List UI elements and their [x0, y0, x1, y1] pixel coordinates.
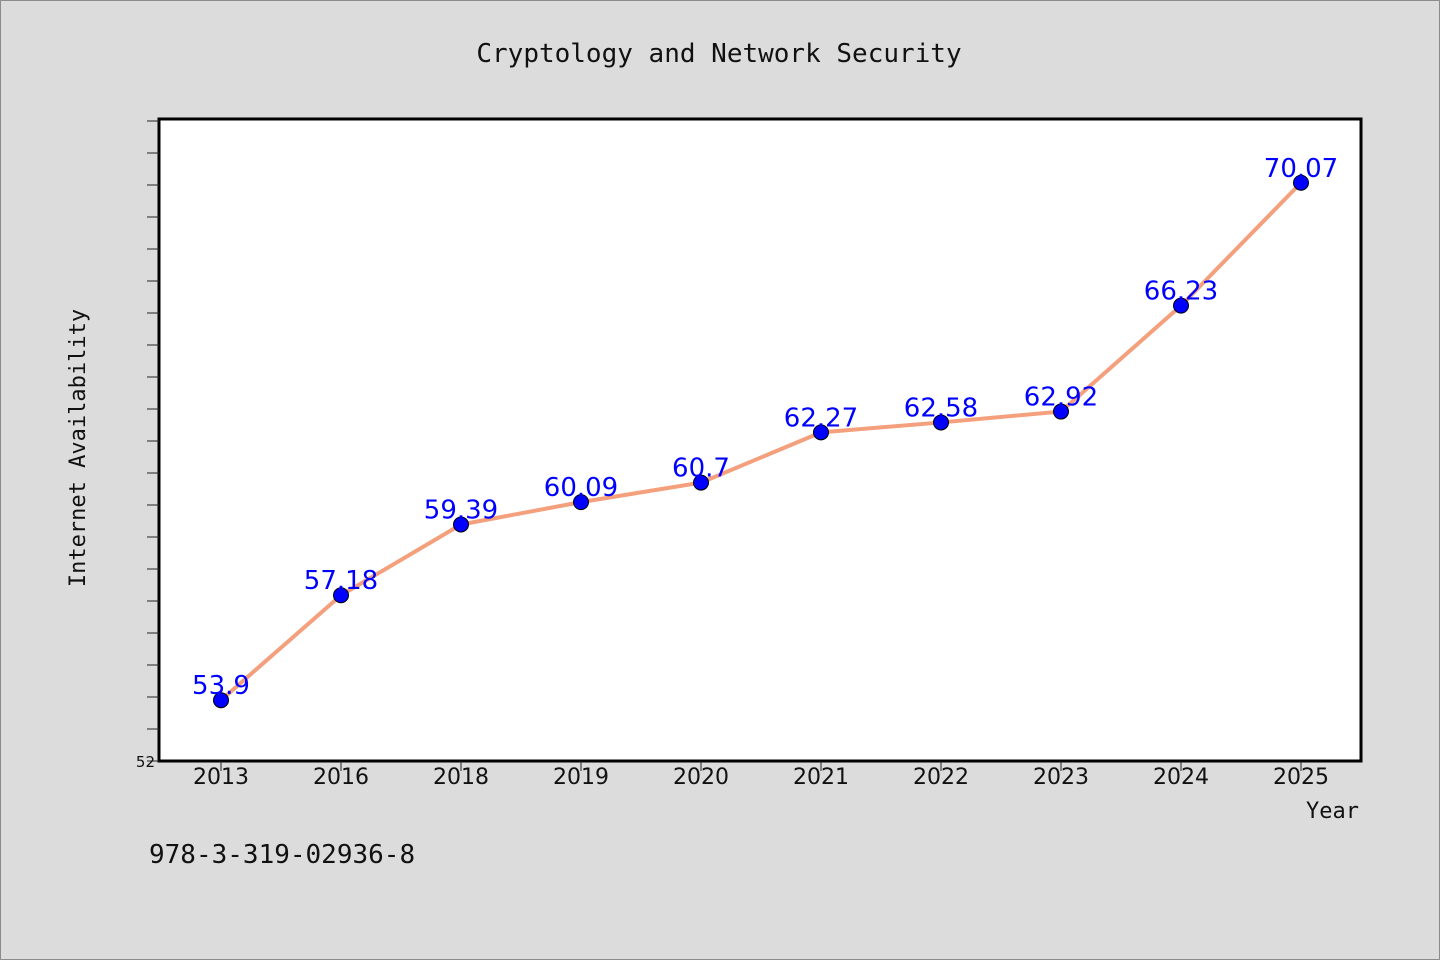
- series-line: [219, 180, 1303, 703]
- data-label: 60.7: [672, 454, 730, 484]
- data-point: [1053, 403, 1069, 420]
- data-point: [453, 516, 469, 533]
- data-label: 62.58: [904, 393, 978, 423]
- data-label: 53.9: [192, 671, 250, 701]
- x-axis-ticks: 2013 2016 2018 2019 2020 2021 2022 2023 2024 2025: [193, 761, 1329, 790]
- data-point: [1173, 297, 1189, 314]
- data-label: 57.18: [304, 566, 378, 596]
- y-axis-ticks: 52: [136, 120, 159, 771]
- x-tick-label: 2019: [553, 765, 609, 790]
- data-point: [813, 424, 829, 441]
- data-label: 62.92: [1024, 383, 1098, 413]
- data-label: 59.39: [424, 496, 498, 526]
- data-label-layer: 53.9 57.18 59.39 60.09 60.7 62.27 62.58 62.92 66…: [192, 154, 1338, 701]
- chart-title: Cryptology and Network Security: [476, 39, 961, 69]
- x-tick-label: 2020: [673, 765, 729, 790]
- data-label: 60.09: [544, 473, 618, 503]
- data-label: 66.23: [1144, 277, 1218, 307]
- data-point: [1293, 174, 1309, 191]
- footer-text: 978-3-319-02936-8: [149, 840, 415, 870]
- x-tick-label: 2022: [913, 765, 969, 790]
- x-tick-label: 2018: [433, 765, 489, 790]
- y-tick-label: 52: [136, 753, 155, 771]
- data-point: [573, 494, 589, 511]
- x-tick-label: 2025: [1273, 765, 1329, 790]
- data-label: 70.07: [1264, 154, 1338, 184]
- x-tick-label: 2021: [793, 765, 849, 790]
- data-point: [213, 692, 229, 709]
- data-label: 62.27: [784, 403, 858, 433]
- x-axis-title: Year: [1306, 799, 1359, 824]
- data-point: [933, 414, 949, 431]
- x-tick-label: 2023: [1033, 765, 1089, 790]
- plot-area: [157, 117, 1363, 763]
- x-tick-label: 2013: [193, 765, 249, 790]
- data-point: [333, 587, 349, 604]
- data-point: [693, 474, 709, 491]
- x-tick-label: 2016: [313, 765, 369, 790]
- x-tick-label: 2024: [1153, 765, 1209, 790]
- series-layer: [213, 174, 1309, 709]
- y-axis-title: Internet Availability: [66, 309, 91, 587]
